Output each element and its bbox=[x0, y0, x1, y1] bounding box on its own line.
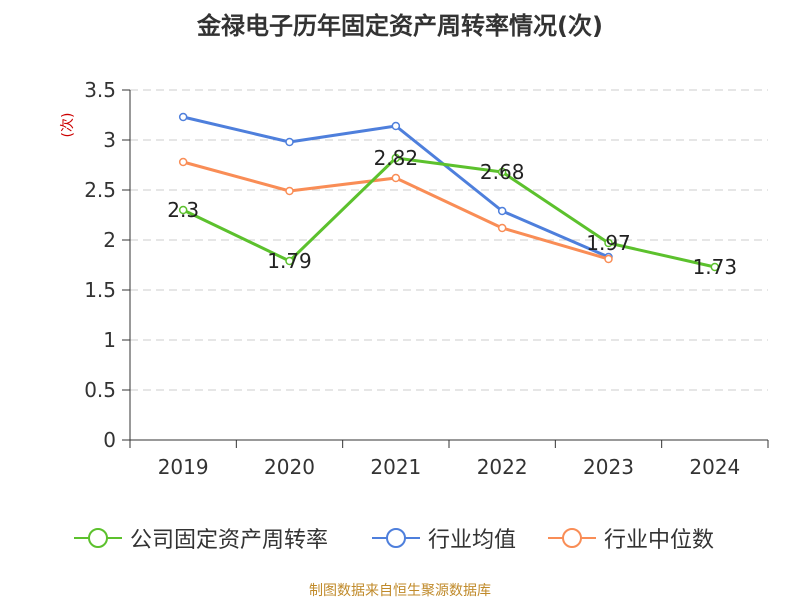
data-point-2 bbox=[391, 173, 401, 183]
legend-label-industry-median: 行业中位数 bbox=[604, 528, 715, 553]
series-line-0 bbox=[182, 156, 716, 269]
data-label: 1.79 bbox=[267, 249, 312, 273]
x-tick-label: 2023 bbox=[583, 455, 634, 479]
data-point-0 bbox=[391, 153, 401, 163]
chart-legend: 公司固定资产周转率 行业均值 行业中位数 bbox=[0, 518, 800, 558]
y-tick-label: 2 bbox=[103, 228, 116, 252]
x-tick-label: 2022 bbox=[477, 455, 528, 479]
data-point-2 bbox=[497, 223, 507, 233]
data-point-0 bbox=[710, 262, 720, 272]
data-source-note: 制图数据来自恒生聚源数据库 bbox=[309, 583, 491, 599]
data-point-0 bbox=[497, 167, 507, 177]
data-label: 2.82 bbox=[374, 146, 419, 170]
data-label: 2.3 bbox=[167, 198, 199, 222]
data-label: 1.73 bbox=[693, 255, 738, 279]
y-axis-unit-label: (次) bbox=[60, 113, 76, 138]
data-label: 2.68 bbox=[480, 160, 525, 184]
data-point-0 bbox=[178, 205, 188, 215]
x-tick-label: 2024 bbox=[689, 455, 740, 479]
legend-label-industry-mean: 行业均值 bbox=[428, 528, 517, 553]
data-point-2 bbox=[604, 254, 613, 264]
legend-item-company[interactable]: 公司固定资产周转率 bbox=[74, 518, 328, 558]
x-tick-label: 2020 bbox=[264, 455, 315, 479]
y-tick-label: 0.5 bbox=[84, 378, 116, 402]
x-tick-label: 2021 bbox=[370, 455, 421, 479]
data-point-0 bbox=[604, 238, 613, 248]
y-tick-label: 1.5 bbox=[84, 278, 116, 302]
legend-line-green-icon bbox=[74, 528, 122, 548]
y-tick-label: 2.5 bbox=[84, 178, 116, 202]
legend-line-orange-icon bbox=[548, 528, 596, 548]
y-tick-label: 1 bbox=[103, 328, 116, 352]
data-point-0 bbox=[285, 256, 294, 266]
legend-label-company: 公司固定资产周转率 bbox=[130, 528, 329, 553]
data-point-1 bbox=[285, 137, 294, 147]
data-label: 1.97 bbox=[586, 231, 631, 255]
data-point-2 bbox=[178, 157, 188, 167]
y-tick-label: 3.5 bbox=[84, 78, 116, 102]
y-tick-label: 0 bbox=[103, 428, 116, 452]
y-tick-label: 3 bbox=[103, 128, 116, 152]
data-point-1 bbox=[391, 121, 401, 131]
legend-item-industry-mean[interactable]: 行业均值 bbox=[372, 518, 516, 558]
series-line-1 bbox=[182, 115, 610, 259]
chart-title: 金禄电子历年固定资产周转率情况(次) bbox=[197, 12, 603, 40]
x-tick-label: 2019 bbox=[158, 455, 209, 479]
data-point-2 bbox=[285, 186, 294, 196]
legend-line-blue-icon bbox=[372, 528, 420, 548]
data-point-1 bbox=[178, 112, 188, 122]
data-point-1 bbox=[497, 206, 507, 216]
legend-item-industry-median[interactable]: 行业中位数 bbox=[548, 518, 714, 558]
